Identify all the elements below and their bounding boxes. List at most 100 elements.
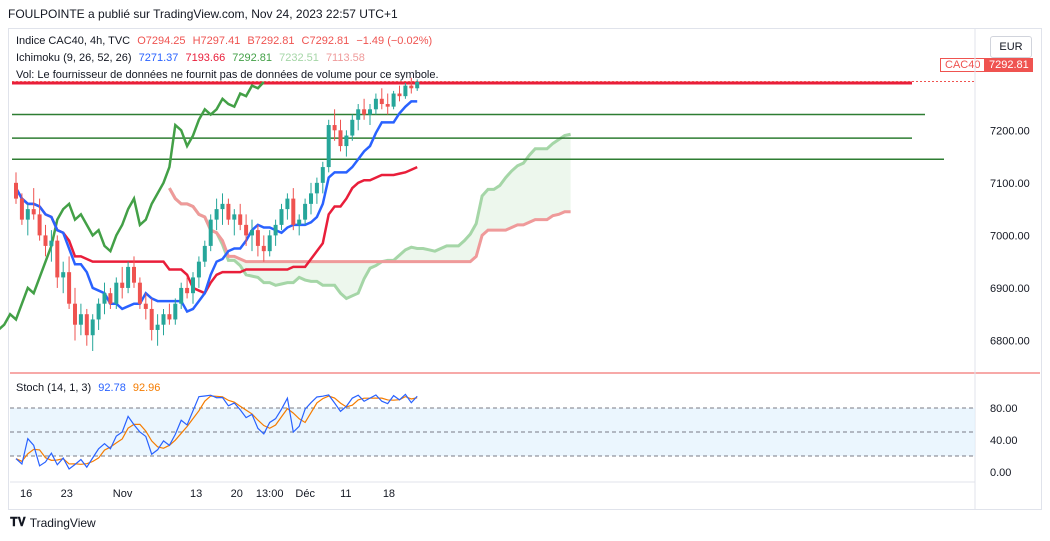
candle-body — [55, 240, 60, 278]
currency-button[interactable]: EUR — [990, 36, 1032, 58]
candle-body — [320, 167, 325, 183]
stoch-d-line — [15, 395, 418, 465]
candle-body — [232, 214, 237, 220]
candle-body — [279, 209, 284, 225]
candle-body — [78, 314, 83, 325]
candle-body — [120, 282, 125, 288]
volume-note: Vol: Le fournisseur de données ne fourni… — [16, 69, 439, 81]
stoch-legend[interactable]: Stoch (14, 1, 3) 92.78 92.96 — [16, 382, 164, 394]
candle-body — [155, 324, 160, 330]
candle-body — [149, 308, 154, 330]
time-axis-tick-label: Déc — [295, 488, 315, 500]
candle-body — [285, 198, 290, 210]
price-axis-tick-label: 6900.00 — [990, 283, 1030, 295]
symbol-name: Indice CAC40, 4h, TVC — [16, 35, 131, 47]
price-axis-tick-label: 7200.00 — [990, 125, 1030, 137]
time-axis-tick-label: 20 — [231, 488, 243, 500]
time-axis-tick-label: 23 — [61, 488, 73, 500]
candle-body — [143, 303, 148, 309]
stoch-axis-tick-label: 80.00 — [990, 403, 1018, 415]
candle-body — [226, 203, 231, 220]
ichimoku-tenkan-line — [14, 100, 418, 314]
ichimoku-tenkan-value: 7271.37 — [138, 52, 179, 64]
candle-body — [338, 130, 343, 147]
ichimoku-chikou-value: 7292.81 — [232, 52, 273, 64]
candle-body — [37, 214, 42, 236]
stoch-k-value: 92.78 — [98, 382, 126, 394]
candle-body — [261, 245, 266, 252]
candle-body — [267, 235, 272, 252]
ichimoku-chikou-line — [0, 81, 265, 331]
candle-body — [409, 85, 414, 89]
symbol-legend: Indice CAC40, 4h, TVC O7294.25 H7297.41 … — [16, 35, 436, 47]
candle-body — [356, 109, 361, 120]
ichimoku-kijun-line — [14, 165, 418, 295]
candle-body — [114, 282, 119, 304]
candle-body — [326, 125, 331, 168]
candle-body — [385, 104, 390, 107]
candle-body — [208, 219, 213, 246]
footer-brand: TradingView — [29, 515, 96, 530]
candle-body — [314, 182, 319, 194]
stoch-axis-tick-label: 0.00 — [990, 467, 1011, 479]
time-axis-tick-label: 16 — [20, 488, 32, 500]
candle-body — [14, 182, 18, 199]
candle-body — [90, 319, 95, 336]
stoch-k-line — [15, 393, 418, 470]
time-axis-tick-label: 13:00 — [256, 488, 284, 500]
candle-body — [191, 277, 195, 294]
candle-body — [73, 303, 77, 325]
time-axis-tick-label: Nov — [113, 488, 133, 500]
candle-body — [173, 303, 178, 320]
ohlc-high: H7297.41 — [192, 35, 241, 47]
candle-body — [25, 209, 30, 220]
ichimoku-span-a-line — [168, 132, 571, 301]
candle-body — [362, 109, 367, 115]
ichimoku-spanb-value: 7113.58 — [325, 52, 365, 64]
candle-body — [179, 287, 184, 304]
stoch-band — [10, 408, 975, 456]
ohlc-open: O7294.25 — [137, 35, 186, 47]
chart-container[interactable] — [8, 28, 1042, 510]
candle-body — [137, 282, 142, 304]
stoch-label: Stoch (14, 1, 3) — [16, 382, 92, 394]
stoch-d-value: 92.96 — [132, 382, 161, 394]
candle-body — [84, 314, 89, 336]
candle-body — [132, 266, 136, 283]
time-axis-tick-label: 18 — [383, 488, 395, 500]
ichimoku-cloud — [169, 134, 571, 299]
price-axis-tick-label: 7000.00 — [990, 230, 1030, 242]
ohlc-close: C7292.81 — [301, 35, 350, 47]
ohlc-change: −1.49 (−0.02%) — [356, 35, 433, 47]
time-axis-tick-label: 11 — [340, 488, 351, 500]
price-axis-tick-label: 6800.00 — [990, 335, 1030, 347]
candle-body — [415, 81, 420, 89]
candle-body — [255, 230, 260, 246]
published-header: FOULPOINTE a publié sur TradingView.com,… — [8, 7, 398, 21]
price-axis-tick-label: 7100.00 — [990, 178, 1030, 190]
candle-body — [273, 224, 278, 236]
candle-body — [373, 98, 378, 110]
candle-body — [250, 230, 254, 236]
candle-body — [379, 98, 384, 105]
candle-body — [332, 125, 337, 131]
candle-body — [49, 240, 54, 246]
candle-body — [31, 209, 36, 215]
candle-body — [238, 214, 243, 225]
candle-body — [303, 203, 308, 220]
candle-body — [161, 314, 166, 325]
candle-body — [185, 287, 190, 294]
candle-body — [43, 235, 48, 246]
candle-body — [291, 198, 296, 225]
candle-body — [126, 266, 131, 288]
candle-body — [96, 303, 101, 320]
candle-body — [214, 209, 219, 220]
candle-body — [196, 261, 201, 278]
stoch-axis-tick-label: 40.00 — [990, 435, 1018, 447]
time-axis-tick-label: 13 — [190, 488, 202, 500]
ichimoku-legend[interactable]: Ichimoku (9, 26, 52, 26) 7271.37 7193.66… — [16, 52, 369, 64]
ichimoku-spana-value: 7232.51 — [279, 52, 319, 64]
ichimoku-kijun-value: 7193.66 — [185, 52, 226, 64]
candle-body — [102, 293, 107, 304]
